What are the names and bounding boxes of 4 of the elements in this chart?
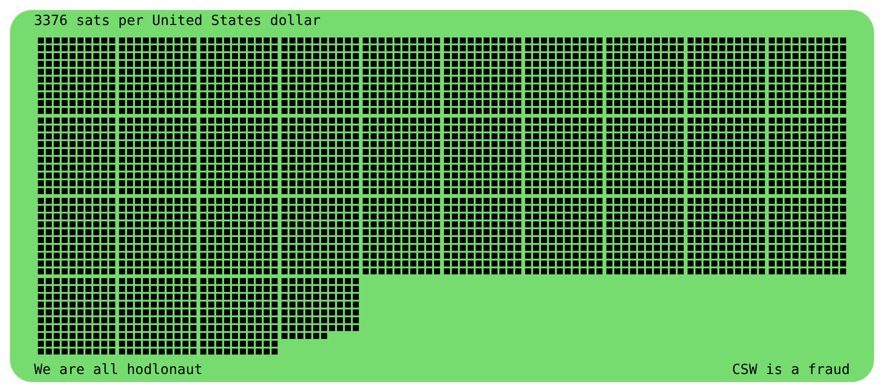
text: We are all hodlonaut — [34, 362, 203, 378]
data-label: 3376 — [34, 13, 69, 29]
text: sats per United States dollar — [76, 13, 321, 29]
text: CSW is a fraud — [732, 362, 850, 378]
